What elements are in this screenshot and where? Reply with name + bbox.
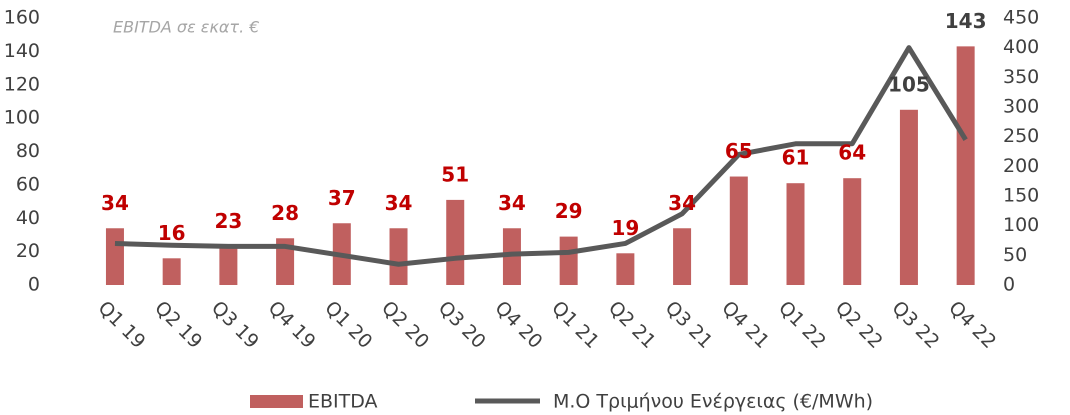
bar (105, 228, 124, 285)
line (114, 45, 968, 267)
data-label: 37 (328, 186, 356, 210)
bar (729, 176, 748, 285)
data-label: 34 (498, 191, 526, 215)
bar (446, 199, 465, 285)
x-tick-label: Q4 21 (717, 297, 773, 353)
y-tick-label: 100 (4, 107, 40, 129)
data-label: 28 (271, 201, 299, 225)
data-label: 34 (668, 191, 696, 215)
y2-tick-label: 50 (1003, 244, 1027, 266)
bar (956, 46, 975, 286)
bar (162, 258, 181, 285)
legend-swatch (250, 395, 303, 408)
data-label: 29 (555, 199, 583, 223)
data-label: 65 (725, 139, 753, 163)
x-tick-label: Q3 20 (434, 297, 490, 353)
x-tick-label: Q4 20 (491, 297, 547, 353)
x-tick-label: Q3 19 (207, 297, 263, 353)
y2-tick-label: 100 (1003, 214, 1039, 236)
x-tick-label: Q1 22 (774, 297, 830, 353)
data-label: 64 (838, 141, 866, 165)
x-tick-label: Q4 22 (944, 297, 1000, 353)
y-tick-label: 160 (4, 7, 40, 29)
bar (389, 228, 408, 285)
x-tick-label: Q3 21 (661, 297, 717, 353)
y-tick-label: 0 (28, 274, 40, 296)
data-label: 61 (782, 146, 810, 170)
y2-tick-label: 200 (1003, 155, 1039, 177)
x-tick-label: Q2 21 (604, 297, 660, 353)
bar (899, 109, 918, 285)
x-tick-label: Q2 19 (150, 297, 206, 353)
annotation: EBITDA σε εκατ. € (113, 18, 259, 37)
data-label: 105 (888, 72, 930, 96)
legend-label: Μ.Ο Τριμήνου Ενέργειας (€/MWh) (553, 391, 873, 413)
x-tick-label: Q4 19 (264, 297, 320, 353)
bar (559, 236, 578, 285)
data-label: 16 (158, 221, 186, 245)
y-tick-label: 120 (4, 73, 40, 95)
y-tick-label: 40 (16, 207, 40, 229)
x-tick-label: Q2 20 (377, 297, 433, 353)
data-label: 51 (441, 162, 469, 186)
bar (219, 246, 238, 285)
x-tick-label: Q1 19 (94, 297, 150, 353)
y2-tick-label: 300 (1003, 96, 1039, 118)
bar (843, 178, 862, 285)
y2-tick-label: 350 (1003, 66, 1039, 88)
bar (673, 228, 692, 285)
legend-label: EBITDA (308, 391, 378, 413)
data-label: 34 (101, 191, 129, 215)
x-tick-label: Q2 22 (831, 297, 887, 353)
bar (616, 253, 635, 285)
y2-tick-label: 450 (1003, 7, 1039, 29)
y2-tick-label: 250 (1003, 125, 1039, 147)
y-tick-label: 140 (4, 40, 40, 62)
y2-tick-label: 400 (1003, 36, 1039, 58)
data-label: 19 (611, 216, 639, 240)
bar (276, 238, 295, 285)
data-label: 34 (385, 191, 413, 215)
x-tick-label: Q1 21 (547, 297, 603, 353)
bar (786, 183, 805, 285)
y-tick-label: 20 (16, 240, 40, 262)
x-tick-label: Q1 20 (320, 297, 376, 353)
y2-tick-label: 150 (1003, 185, 1039, 207)
y-tick-label: 80 (16, 140, 40, 162)
x-tick-label: Q3 22 (888, 297, 944, 353)
y2-tick-label: 0 (1003, 274, 1015, 296)
data-label: 23 (214, 209, 242, 233)
y-tick-label: 60 (16, 173, 40, 195)
data-label: 143 (945, 9, 987, 33)
